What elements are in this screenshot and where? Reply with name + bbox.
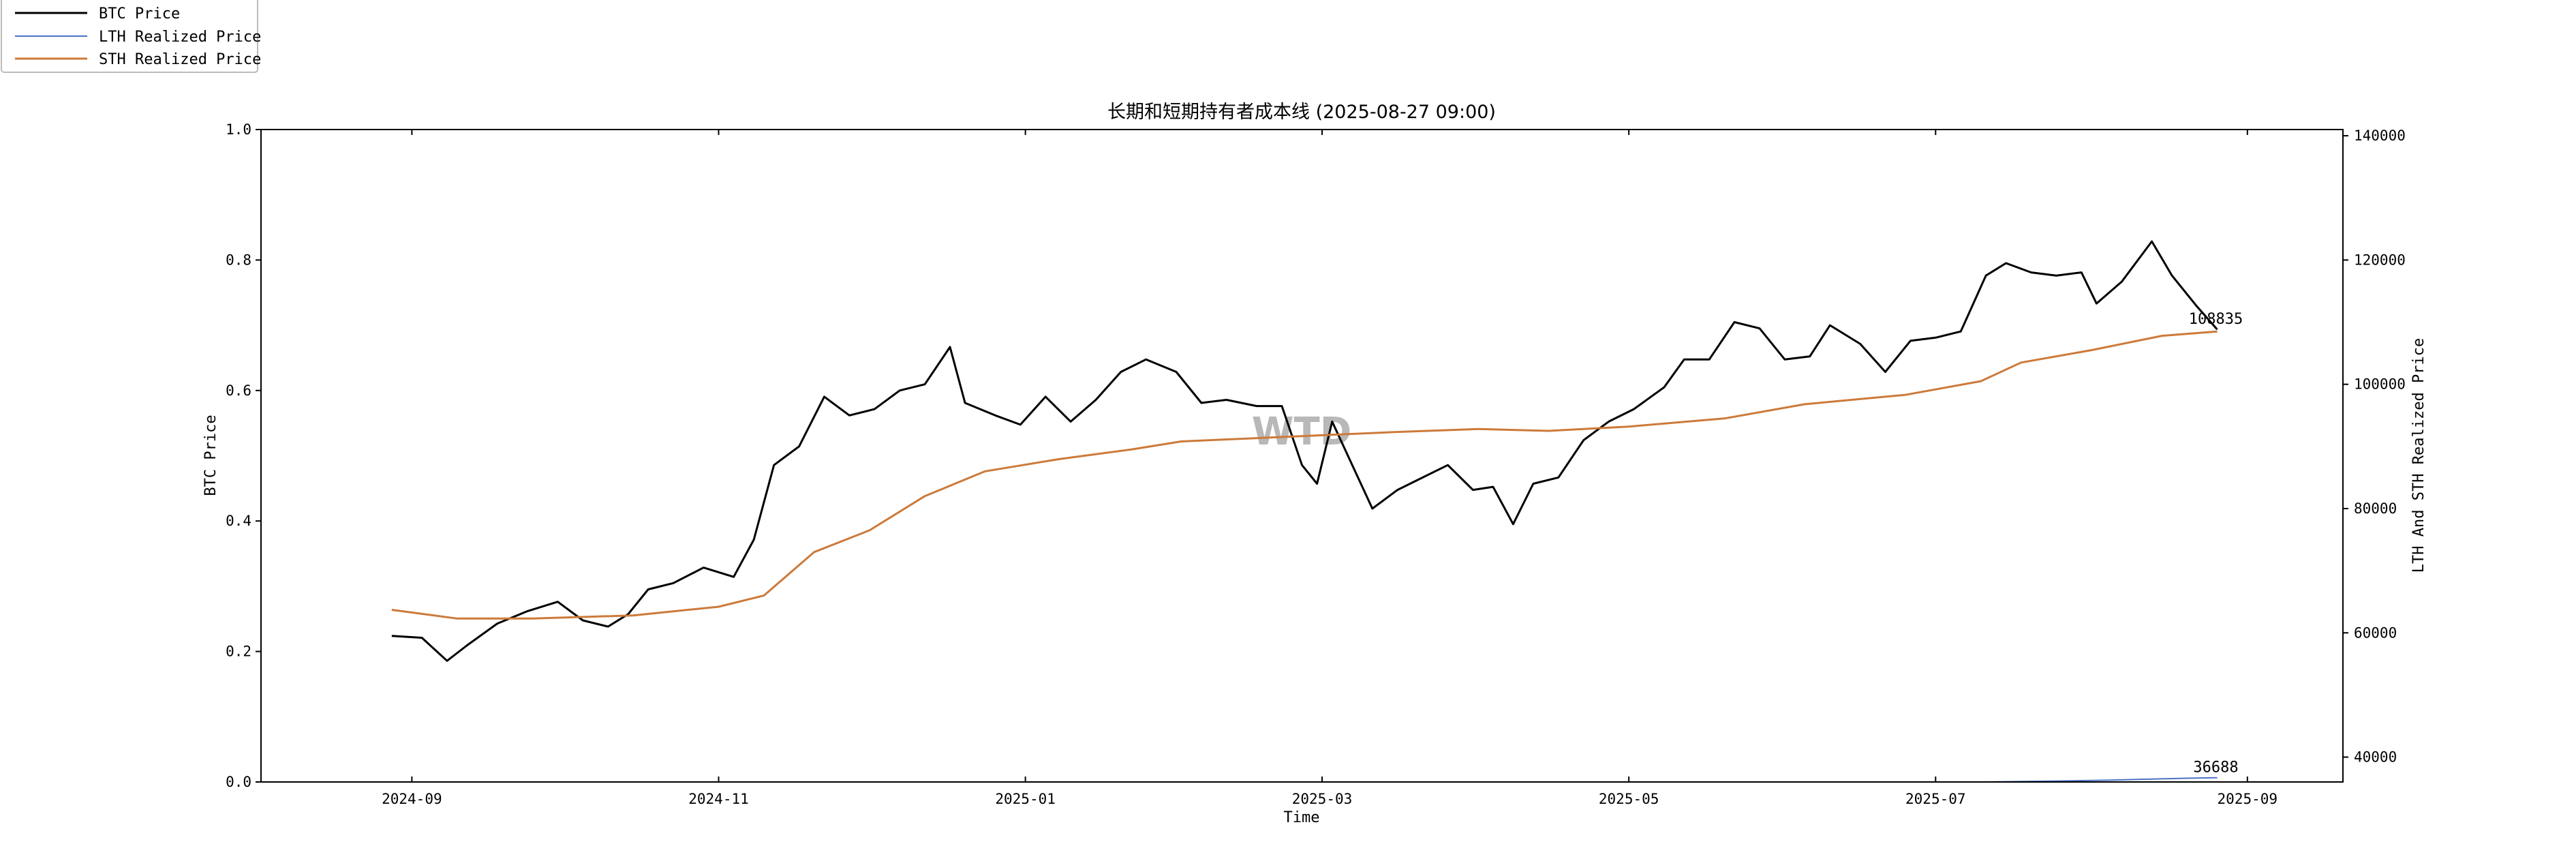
chart-title: 长期和短期持有者成本线 (2025-08-27 09:00) [1107, 102, 1496, 123]
x-tick-label: 2025-03 [1292, 791, 1353, 807]
y-right-tick-label: 80000 [2354, 500, 2397, 517]
y-axis-left: 0.0 0.2 0.4 0.6 0.8 1.0 [226, 121, 261, 790]
x-tick-label: 2025-05 [1599, 791, 1659, 807]
annotations: 108835 36688 [2189, 311, 2243, 777]
y-left-tick-label: 0.6 [226, 382, 251, 399]
x-tick-label: 2025-09 [2218, 791, 2278, 807]
x-tick-label: 2024-09 [382, 791, 442, 807]
legend-label-btc: BTC Price [99, 5, 180, 22]
y-left-tick-label: 0.2 [226, 644, 251, 660]
y-right-tick-label: 60000 [2354, 624, 2397, 641]
y-axis-right: 40000 60000 80000 100000 120000 140000 [2343, 127, 2406, 766]
y-axis-right-label: LTH And STH Realized Price [2410, 338, 2427, 573]
y-left-tick-label: 1.0 [226, 121, 251, 138]
y-right-tick-label: 40000 [2354, 749, 2397, 766]
y-right-tick-label: 120000 [2354, 252, 2406, 268]
x-axis-label: Time [1284, 809, 1320, 826]
plot-frame [260, 129, 2344, 783]
y-left-tick-label: 0.4 [226, 513, 251, 529]
legend: BTC Price LTH Realized Price STH Realize… [1, 0, 261, 73]
y-right-tick-label: 100000 [2354, 376, 2406, 393]
y-right-tick-label: 140000 [2354, 127, 2406, 144]
y-axis-left-label: BTC Price [202, 415, 219, 496]
series-line-sth-realized-price [391, 330, 2218, 620]
y-left-tick-label: 0.0 [226, 774, 251, 790]
series-layer [391, 240, 2218, 783]
y-left-tick-label: 0.8 [226, 252, 251, 268]
legend-label-sth: STH Realized Price [99, 51, 261, 68]
x-axis: 2024-09 2024-11 2025-01 2025-03 2025-05 2025-… [382, 130, 2278, 807]
end-value-label: 108835 [2189, 311, 2243, 328]
end-value-label: 36688 [2193, 759, 2238, 777]
watermark: WTD [1252, 410, 1351, 454]
x-tick-label: 2024-11 [688, 791, 749, 807]
legend-label-lth: LTH Realized Price [99, 29, 261, 46]
legend-frame [1, 0, 258, 73]
x-tick-label: 2025-07 [1905, 791, 1966, 807]
x-tick-label: 2025-01 [995, 791, 1056, 807]
series-line-btc-price [391, 240, 2218, 662]
series-line-lth-realized-price [1986, 777, 2218, 783]
